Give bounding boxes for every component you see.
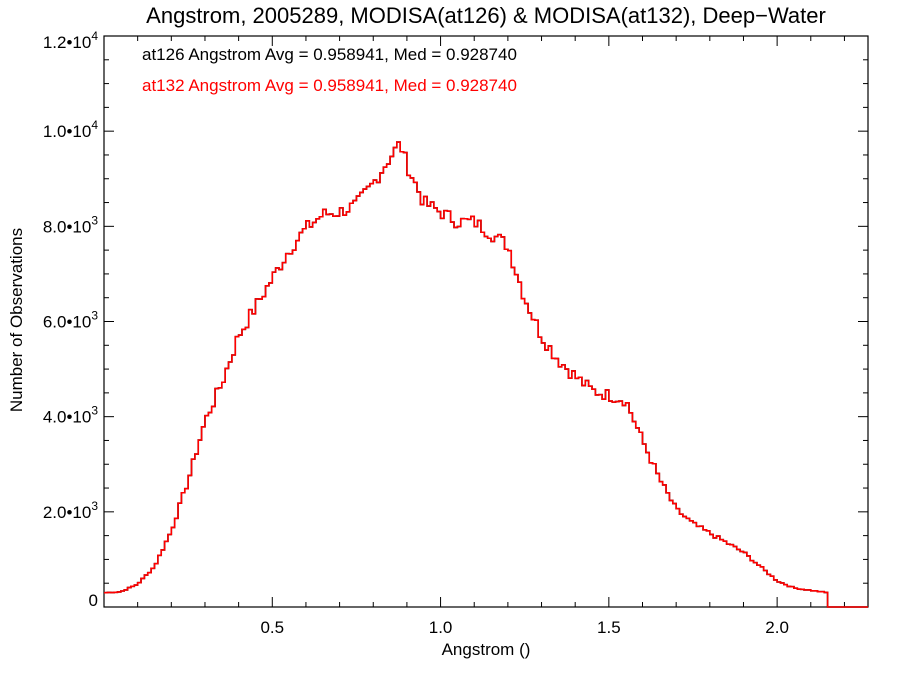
x-tick-label: 1.0 — [429, 618, 453, 637]
y-tick-exponent: 3 — [91, 404, 98, 418]
annotation-1: at126 Angstrom Avg = 0.958941, Med = 0.9… — [142, 45, 517, 64]
x-tick-label: 1.5 — [597, 618, 621, 637]
y-tick-exponent: 3 — [91, 499, 98, 513]
histogram-series-at132 — [104, 141, 868, 608]
plot-area: 0.5 1.0 1.5 2.0 02.0•1034.0•1036.0•1038.0•1… — [43, 29, 869, 637]
x-tick-label: 2.0 — [765, 618, 789, 637]
y-tick-label: 2.0•103 — [43, 499, 99, 522]
y-tick-exponent: 4 — [91, 118, 98, 132]
x-tick-label: 0.5 — [260, 618, 284, 637]
y-tick-mantissa: 1.0•10 — [43, 122, 92, 141]
histogram-series-at126 — [104, 141, 868, 608]
series-layer — [104, 141, 868, 608]
plot-frame — [103, 35, 869, 608]
y-tick-mantissa: 1.2•10 — [43, 33, 92, 52]
y-tick-label: 6.0•103 — [43, 309, 99, 332]
y-tick-label: 1.0•104 — [43, 118, 99, 141]
y-tick-mantissa: 6.0•10 — [43, 313, 92, 332]
y-tick-mantissa: 2.0•10 — [43, 503, 92, 522]
y-tick-label: 0 — [89, 591, 98, 610]
x-axis-label: Angstrom () — [442, 640, 531, 659]
y-tick-mantissa: 8.0•10 — [43, 217, 92, 236]
chart-annotations: at126 Angstrom Avg = 0.958941, Med = 0.9… — [142, 45, 517, 95]
y-tick-mantissa: 4.0•10 — [43, 408, 92, 427]
y-tick-exponent: 3 — [91, 309, 98, 323]
y-axis-label: Number of Observations — [7, 228, 26, 412]
y-tick-mantissa: 0 — [89, 591, 98, 610]
y-tick-label: 4.0•103 — [43, 404, 99, 427]
chart-title: Angstrom, 2005289, MODISA(at126) & MODIS… — [146, 3, 826, 28]
y-axis-ticks: 02.0•1034.0•1036.0•1038.0•1031.0•1041.2•… — [43, 29, 868, 610]
y-tick-exponent: 4 — [91, 29, 98, 43]
y-tick-label: 8.0•103 — [43, 213, 99, 236]
x-axis-ticks: 0.5 1.0 1.5 2.0 — [137, 36, 845, 637]
y-tick-label: 1.2•104 — [43, 29, 99, 52]
y-tick-exponent: 3 — [91, 213, 98, 227]
annotation-2: at132 Angstrom Avg = 0.958941, Med = 0.9… — [142, 76, 517, 95]
